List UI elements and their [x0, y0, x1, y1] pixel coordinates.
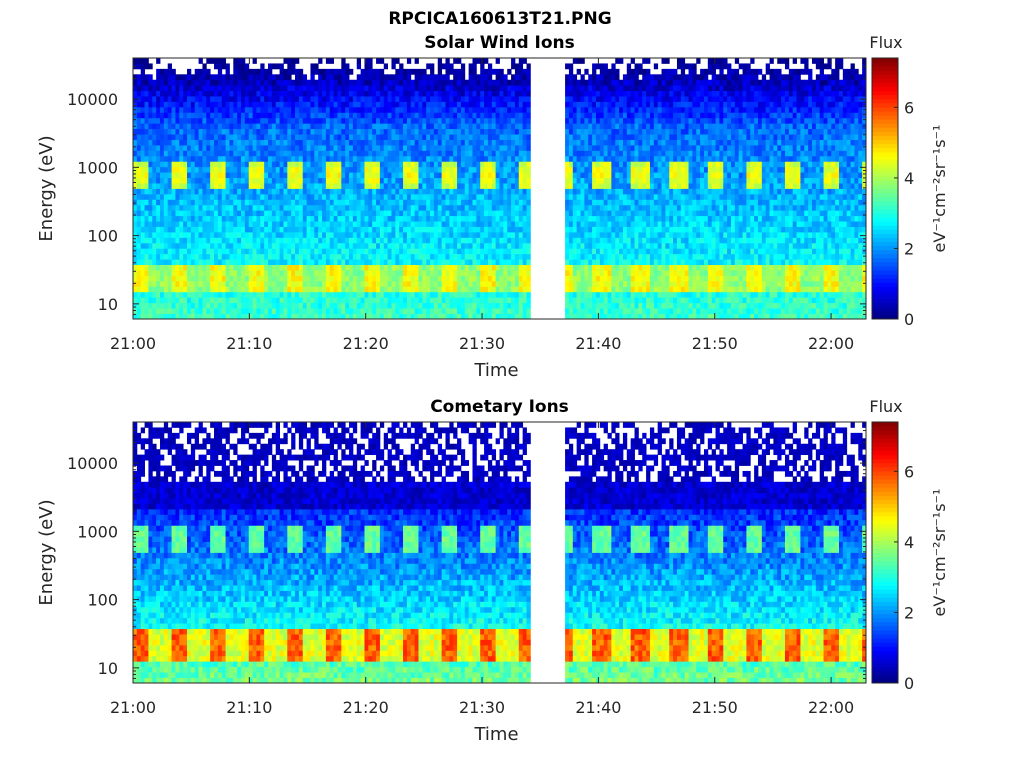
- colorbar-tick-label: 6: [904, 462, 914, 481]
- figure-title: RPCICA160613T21.PNG: [388, 9, 611, 29]
- colorbar-frame: [871, 421, 899, 684]
- x-tick-label: 21:00: [110, 698, 156, 717]
- heatmap-cells: [133, 422, 867, 684]
- y-tick-label: 100: [87, 591, 118, 610]
- colorbar-tick-label: 4: [904, 533, 914, 552]
- colorbar-tick-label: 2: [904, 603, 914, 622]
- colorbar-tick-label: 6: [904, 98, 914, 117]
- colorbar-title: Flux: [869, 397, 902, 416]
- x-axis-label: Time: [473, 360, 518, 381]
- solar-wind-ions-panel: Solar Wind Ions 21:00 21:10 21:20 21:30 21:40…: [36, 33, 949, 381]
- colorbar-unit-label: eV⁻¹cm⁻²sr⁻¹s⁻¹: [930, 489, 949, 617]
- x-tick-label: 21:10: [226, 698, 272, 717]
- x-tick-label: 21:20: [343, 334, 389, 353]
- colorbar-frame: [871, 57, 899, 320]
- x-tick-label: 21:20: [343, 698, 389, 717]
- y-tick-label: 10: [98, 659, 118, 678]
- y-tick-label: 10: [98, 295, 118, 314]
- axes-frame: [132, 57, 867, 320]
- colorbar-tick-label: 0: [904, 310, 914, 329]
- colorbar-tick-label: 4: [904, 169, 914, 188]
- y-axis-label: Energy (eV): [36, 499, 57, 605]
- colorbar: 0 2 4 6 Flux eV⁻¹cm⁻²sr⁻¹s⁻¹: [869, 33, 949, 329]
- x-tick-label: 21:50: [692, 334, 738, 353]
- x-tick-label: 21:30: [459, 698, 505, 717]
- axes-frame: [132, 421, 867, 684]
- x-tick-label: 21:00: [110, 334, 156, 353]
- y-axis-label: Energy (eV): [36, 135, 57, 241]
- colorbar: 0 2 4 6 Flux eV⁻¹cm⁻²sr⁻¹s⁻¹: [869, 397, 949, 693]
- colorbar-tick-label: 2: [904, 239, 914, 258]
- x-tick-label: 22:00: [808, 698, 854, 717]
- x-tick-label: 21:50: [692, 698, 738, 717]
- y-tick-label: 10000: [67, 90, 118, 109]
- y-tick-label: 100: [87, 227, 118, 246]
- colorbar-title: Flux: [869, 33, 902, 52]
- panel-title: Solar Wind Ions: [424, 33, 575, 53]
- x-axis-label: Time: [473, 724, 518, 745]
- y-tick-label: 1000: [77, 158, 118, 177]
- x-tick-label: 21:40: [575, 698, 621, 717]
- panel-title: Cometary Ions: [430, 397, 569, 417]
- x-tick-label: 21:30: [459, 334, 505, 353]
- y-tick-label: 10000: [67, 454, 118, 473]
- colorbar-tick-label: 0: [904, 674, 914, 693]
- x-tick-label: 22:00: [808, 334, 854, 353]
- colorbar-unit-label: eV⁻¹cm⁻²sr⁻¹s⁻¹: [930, 125, 949, 253]
- y-tick-label: 1000: [77, 522, 118, 541]
- heatmap-cells: [133, 58, 867, 320]
- x-tick-label: 21:40: [575, 334, 621, 353]
- x-tick-label: 21:10: [226, 334, 272, 353]
